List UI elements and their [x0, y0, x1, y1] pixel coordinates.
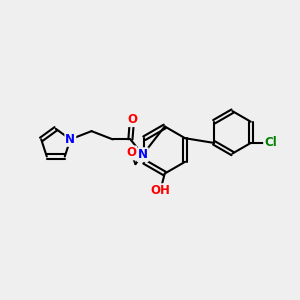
Text: N: N [138, 148, 148, 161]
Text: O: O [127, 113, 137, 126]
Text: N: N [65, 133, 75, 146]
Text: Cl: Cl [264, 136, 277, 149]
Text: OH: OH [150, 184, 170, 197]
Text: O: O [126, 146, 136, 159]
